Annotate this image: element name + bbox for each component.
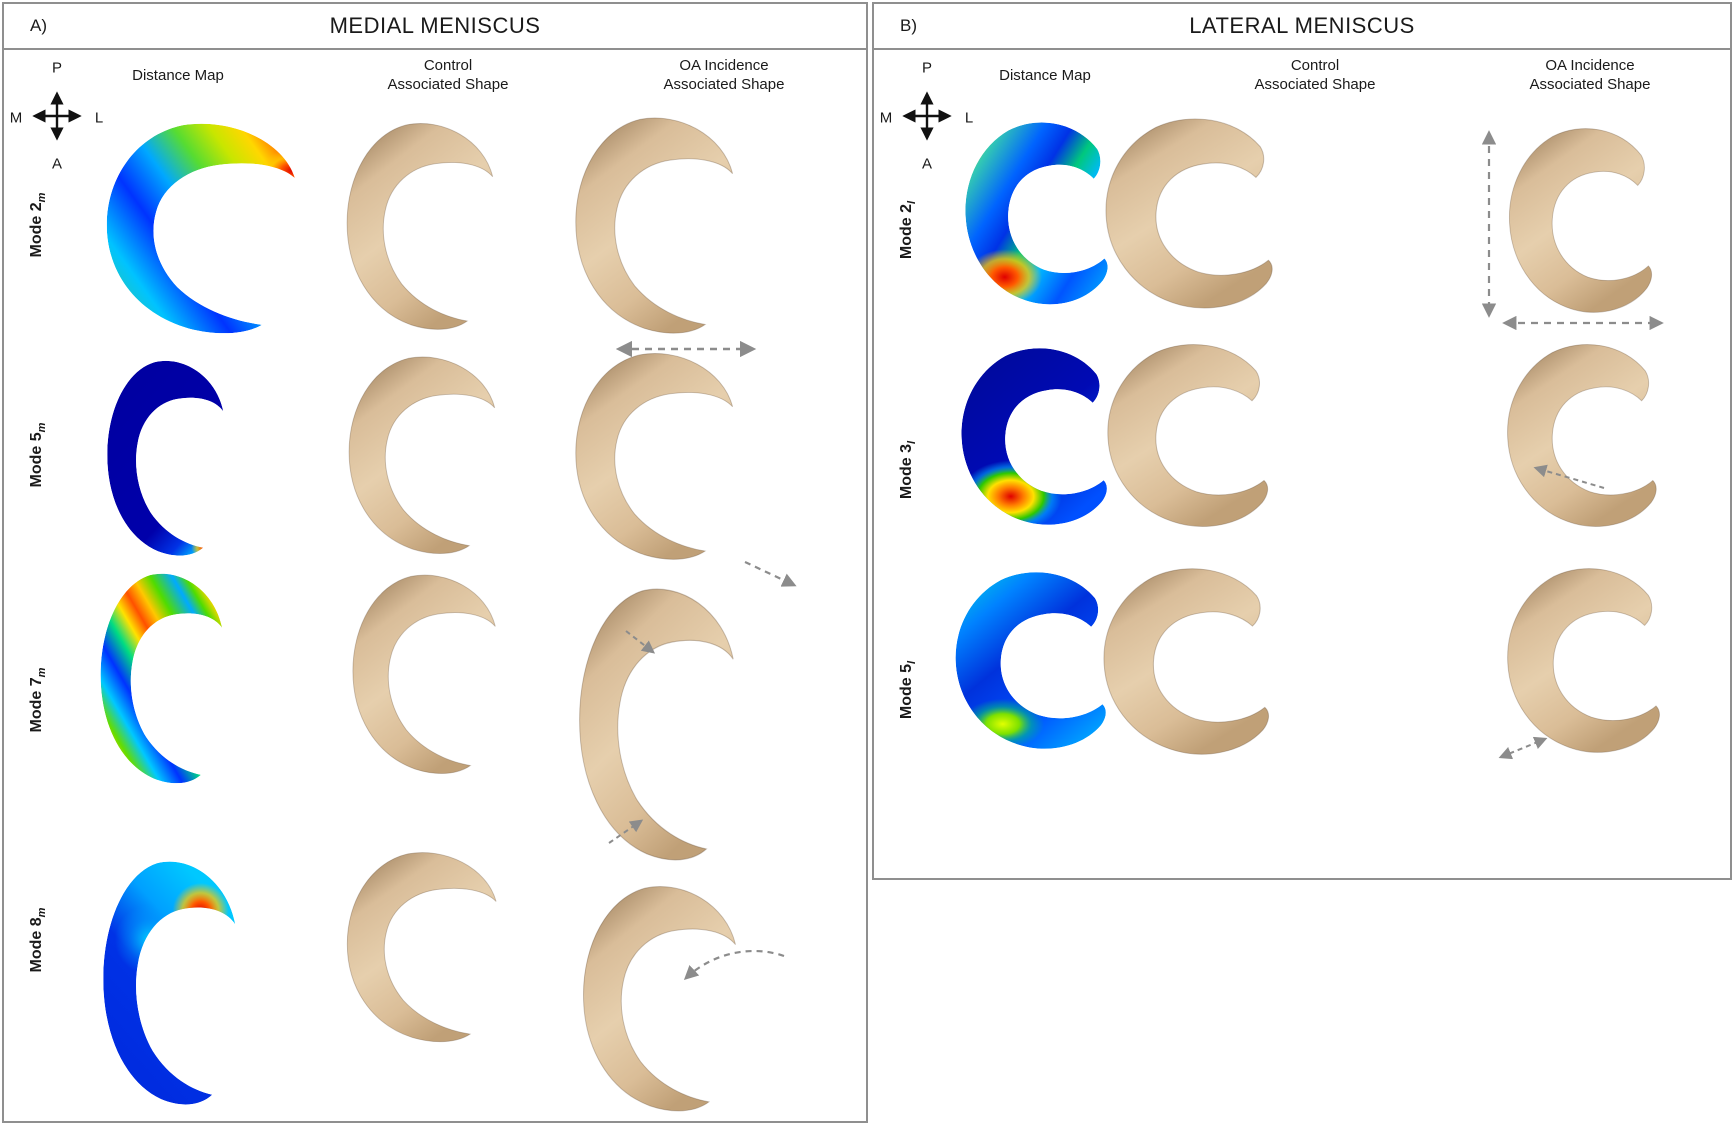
panel-lateral: B) LATERAL MENISCUS Distance Map Control…: [872, 2, 1732, 880]
control-shape-mode-8m: [338, 842, 524, 1046]
arrow-horizontal-widening-mode-2m: [612, 340, 760, 358]
column-header-oa-shape: OA Incidence Associated Shape: [1529, 57, 1651, 93]
oa-shape-mode-5m: [566, 342, 762, 564]
compass-cross-icon: [902, 91, 952, 141]
control-shape-mode-5l: [1100, 558, 1306, 766]
oa-shape-mode-2m: [566, 106, 762, 338]
panel-medial-title: MEDIAL MENISCUS: [329, 13, 541, 38]
compass-cross-icon: [32, 91, 82, 141]
distance-map-mode-3l: [958, 338, 1140, 536]
distance-map-mode-2l: [962, 112, 1140, 316]
oa-shape-mode-3l: [1504, 334, 1690, 538]
arrow-posterior-shift-mode-5m: [740, 556, 802, 592]
column-header-distance-map: Distance Map: [132, 66, 224, 84]
arrow-curved-rotation-mode-8m: [672, 944, 792, 990]
row-label-mode-5m: Mode 5m: [27, 422, 49, 488]
control-shape-mode-2l: [1102, 108, 1310, 320]
compass-medial-label: M: [9, 109, 23, 127]
distance-map-mode-5m: [100, 350, 245, 560]
panel-medial: A) MEDIAL MENISCUS Distance Map Control A…: [2, 2, 868, 1123]
distance-map-mode-2m: [95, 112, 330, 338]
row-label-mode-7m: Mode 7m: [27, 667, 49, 733]
column-header-oa-shape: OA Incidence Associated Shape: [663, 57, 785, 93]
row-label-mode-2l: Mode 2l: [897, 200, 919, 260]
oa-shape-mode-7m: [570, 574, 762, 866]
row-label-mode-5l: Mode 5l: [897, 660, 919, 720]
distance-map-mode-7m: [93, 562, 245, 788]
arrow-lower-edge-mode-7m: [604, 814, 646, 848]
panel-lateral-label: B): [900, 16, 917, 35]
oa-shape-mode-8m: [574, 874, 764, 1116]
compass-posterior-label: P: [51, 59, 63, 77]
compass-posterior-label: P: [921, 59, 933, 77]
row-label-mode-8m: Mode 8m: [27, 907, 49, 973]
column-header-control-shape: Control Associated Shape: [1254, 57, 1376, 93]
panel-medial-header: A) MEDIAL MENISCUS: [4, 4, 866, 50]
column-header-control-shape: Control Associated Shape: [387, 57, 509, 93]
distance-map-mode-5l: [952, 562, 1140, 760]
control-shape-mode-5m: [340, 346, 522, 558]
panel-lateral-header: B) LATERAL MENISCUS: [874, 4, 1730, 50]
control-shape-mode-7m: [344, 564, 522, 778]
orientation-compass: P M L A: [879, 59, 974, 173]
arrow-horizontal-extent-mode-2l: [1498, 315, 1668, 331]
compass-anterior-label: A: [51, 155, 63, 173]
arrow-inner-margin-mode-3l: [1528, 458, 1608, 494]
arrow-upper-edge-mode-7m: [622, 626, 660, 658]
row-label-mode-2m: Mode 2m: [27, 192, 49, 258]
compass-lateral-label: L: [94, 109, 104, 127]
panel-lateral-title: LATERAL MENISCUS: [1189, 13, 1415, 38]
compass-lateral-label: L: [964, 109, 974, 127]
row-label-mode-3l: Mode 3l: [897, 440, 919, 500]
control-shape-mode-2m: [338, 112, 520, 334]
arrow-vertical-extent-mode-2l: [1481, 126, 1497, 322]
distance-map-mode-8m: [95, 848, 260, 1110]
oa-shape-mode-2l: [1506, 118, 1684, 324]
compass-medial-label: M: [879, 109, 893, 127]
arrow-anteroposterior-mode-5l: [1494, 730, 1552, 764]
panel-medial-label: A): [30, 16, 47, 35]
compass-anterior-label: A: [921, 155, 933, 173]
control-shape-mode-3l: [1104, 334, 1304, 538]
column-header-distance-map: Distance Map: [999, 66, 1091, 84]
orientation-compass: P M L A: [9, 59, 104, 173]
